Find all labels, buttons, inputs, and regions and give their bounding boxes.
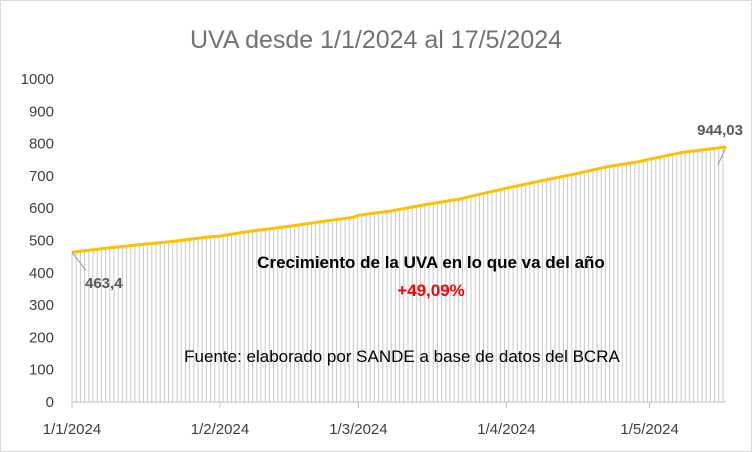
y-tick-label: 600 bbox=[29, 200, 54, 217]
y-tick-label: 900 bbox=[29, 103, 54, 120]
x-tick-label: 1/3/2024 bbox=[329, 421, 387, 438]
source-note: Fuente: elaborado por SANDE a base de da… bbox=[184, 347, 620, 366]
y-tick-label: 0 bbox=[46, 394, 54, 411]
chart-title: UVA desde 1/1/2024 al 17/5/2024 bbox=[190, 26, 562, 54]
y-tick-label: 200 bbox=[29, 329, 54, 346]
x-tick-label: 1/4/2024 bbox=[477, 421, 535, 438]
y-tick-label: 700 bbox=[29, 168, 54, 185]
leader-line-end bbox=[717, 146, 727, 166]
growth-title: Crecimiento de la UVA en lo que va del a… bbox=[257, 253, 605, 272]
x-tick-label: 1/1/2024 bbox=[43, 421, 101, 438]
y-tick-label: 400 bbox=[29, 265, 54, 282]
growth-value: +49,09% bbox=[397, 281, 465, 300]
y-tick-label: 300 bbox=[29, 297, 54, 314]
x-tick-label: 1/2/2024 bbox=[191, 421, 249, 438]
leader-line-start bbox=[71, 251, 87, 271]
point-labels: 463,4 944,03 bbox=[71, 122, 743, 292]
y-tick-label: 100 bbox=[29, 362, 54, 379]
area-fill-hatch bbox=[71, 147, 724, 402]
y-tick-label: 500 bbox=[29, 233, 54, 250]
series-layer bbox=[71, 145, 727, 254]
x-tick-label: 1/5/2024 bbox=[620, 421, 678, 438]
y-tick-label: 1000 bbox=[21, 71, 54, 88]
y-tick-label: 800 bbox=[29, 136, 54, 153]
axes: 0 100 200 300 400 500 600 700 800 900 1000 1/1/2024… bbox=[21, 71, 726, 438]
point-label-end: 944,03 bbox=[697, 122, 743, 139]
point-label-start: 463,4 bbox=[85, 275, 123, 292]
uva-series-line bbox=[71, 145, 727, 254]
